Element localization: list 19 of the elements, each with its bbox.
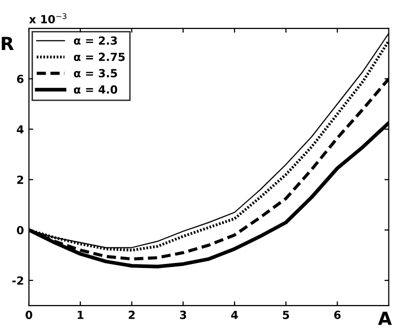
x-tick-label: 4: [231, 310, 238, 319]
y-tick-label: -2: [12, 276, 24, 285]
legend-label: α = 2.75: [74, 52, 125, 62]
y-axis-title: R: [2, 36, 14, 50]
y-tick-label: 6: [17, 74, 24, 84]
x-tick-label: 1: [78, 310, 84, 319]
x-tick-label: 5: [282, 310, 290, 320]
legend-label: α = 4.0: [74, 85, 118, 94]
text: x 10$^{−3}$: [29, 13, 66, 24]
x-tick-label: 2: [128, 310, 135, 319]
x-tick-label: 0: [26, 310, 32, 320]
x-axis-title: A: [378, 312, 392, 325]
x-tick-label: 3: [180, 310, 186, 320]
legend-label: α = 3.5: [74, 68, 117, 78]
y-tick-label: 0: [16, 226, 24, 234]
x-tick-label: 6: [334, 310, 341, 320]
y-tick-label: 4: [16, 125, 24, 134]
legend-label: α = 2.3: [74, 36, 117, 45]
y-tick-label: 2: [17, 176, 24, 184]
